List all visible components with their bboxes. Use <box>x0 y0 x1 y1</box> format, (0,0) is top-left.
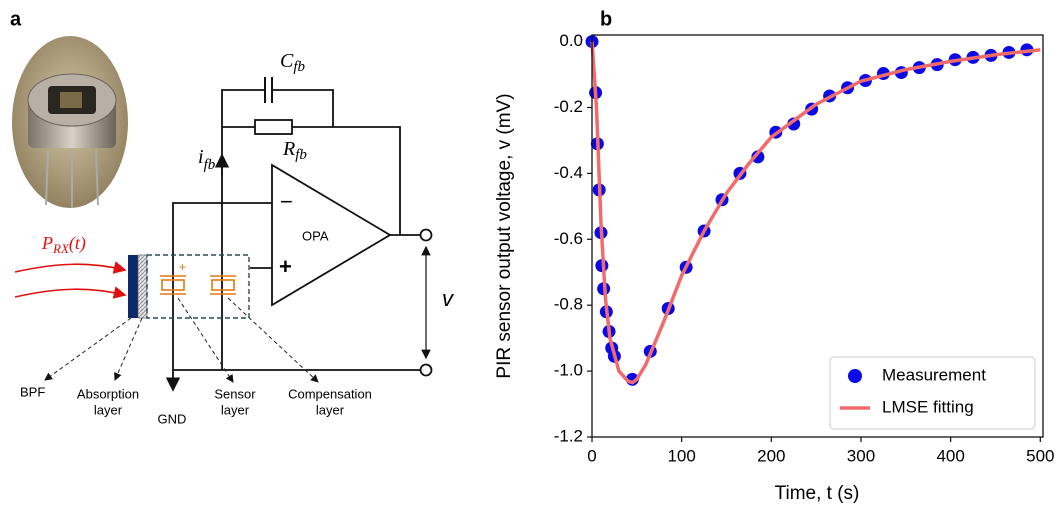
sensor-label: Sensor <box>214 386 256 401</box>
absorption-label: layer <box>94 402 123 417</box>
x-tick-label: 500 <box>1026 446 1054 465</box>
x-axis-label: Time, t (s) <box>775 483 860 504</box>
compensation-label: layer <box>316 402 345 417</box>
y-tick-label: -0.8 <box>554 295 583 314</box>
panel-label: a <box>10 8 22 30</box>
y-tick-label: -1.2 <box>554 426 583 445</box>
x-tick-label: 0 <box>587 446 596 465</box>
y-tick-label: -0.6 <box>554 229 583 248</box>
label-sub: RX <box>52 241 70 256</box>
label-base: i <box>198 146 204 168</box>
leader-lines <box>44 297 319 383</box>
gnd-label: GND <box>158 411 187 426</box>
bpf-label: BPF <box>20 384 45 399</box>
x-tick-label: 200 <box>757 446 785 465</box>
y-axis-label: PIR sensor output voltage, v (mV) <box>494 93 515 378</box>
y-tick-label: 0.0 <box>559 31 583 50</box>
cfb-label: Cfb <box>280 50 306 76</box>
compensation-label: Compensation <box>288 386 372 401</box>
y-tick-label: -1.0 <box>554 361 583 380</box>
plot: 0.0 -0.2 -0.4 -0.6 -0.8 -1.0 -1.20 100 200 300 400… <box>554 31 1055 465</box>
prx-label: PRX(t) <box>41 233 86 256</box>
opa-label: OPA <box>302 228 329 243</box>
ifb-label: ifb <box>198 146 216 174</box>
label-base: C <box>280 50 294 72</box>
label-base: R <box>282 138 295 160</box>
x-tick-label: 300 <box>847 446 875 465</box>
sensor-plus: + <box>179 260 186 274</box>
sensor-stack <box>14 254 250 319</box>
sensor-label: layer <box>221 402 250 417</box>
fit-line <box>590 41 1041 385</box>
rfb-label: Rfb <box>282 138 307 164</box>
legend-label: Measurement <box>882 365 986 384</box>
y-tick-label: -0.2 <box>554 97 583 116</box>
label-sub: fb <box>293 59 305 75</box>
plus-sign: + <box>279 254 292 279</box>
sensor-photo <box>12 36 128 208</box>
label-base: P <box>41 233 53 253</box>
legend-marker <box>848 369 862 383</box>
legend-label: LMSE fitting <box>882 397 974 416</box>
label-suffix: (t) <box>69 233 86 254</box>
x-tick-label: 400 <box>936 446 964 465</box>
legend-box <box>829 356 1036 430</box>
label-sub: fb <box>204 157 216 173</box>
data-point <box>751 150 765 164</box>
minus-sign: − <box>280 189 293 214</box>
v-label: v <box>442 286 455 311</box>
data-point <box>787 117 801 131</box>
y-tick-label: -0.4 <box>554 163 583 182</box>
label-sub: fb <box>295 147 307 163</box>
plot-frame <box>591 34 1044 438</box>
panel-label: b <box>600 8 612 30</box>
x-tick-label: 100 <box>667 446 695 465</box>
absorption-label: Absorption <box>77 386 139 401</box>
